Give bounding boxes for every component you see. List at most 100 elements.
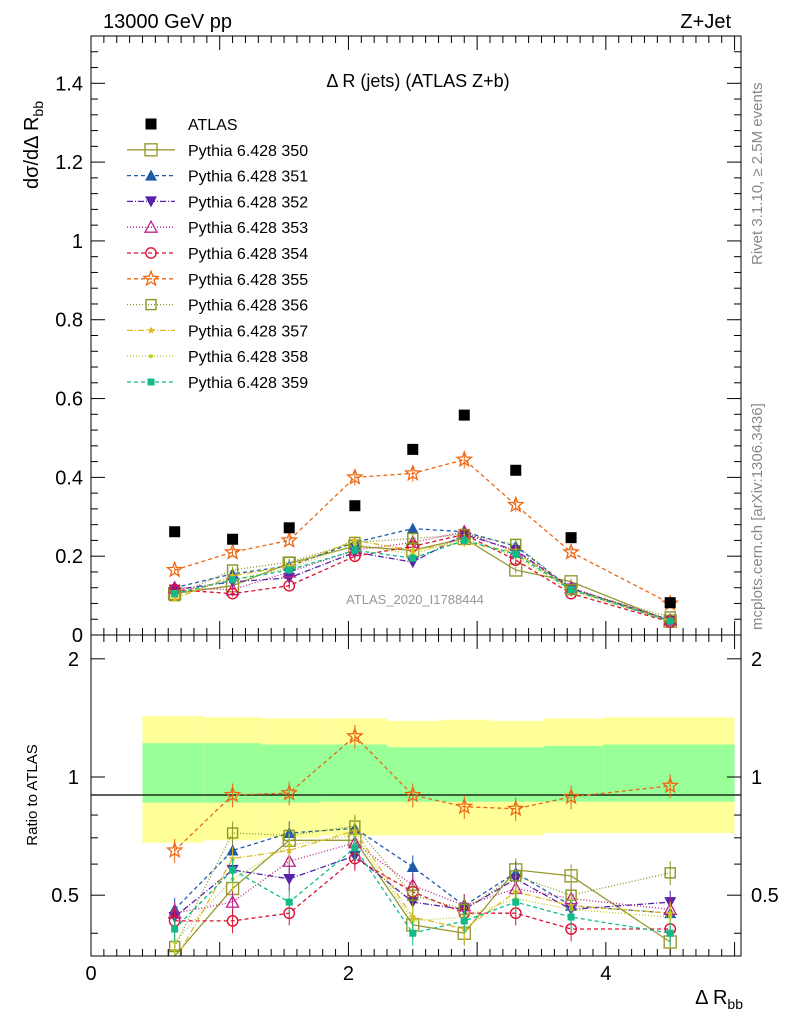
- series-line: [174, 458, 671, 605]
- data-point: [506, 495, 525, 513]
- ratio-point: [352, 833, 357, 838]
- data-point: [283, 522, 295, 534]
- data-point: [226, 587, 239, 600]
- ratio-point: [406, 860, 419, 872]
- ratio-axis-ticks: 0.5 0.5 1 1 2 2 0 2 4: [51, 635, 779, 985]
- main-title: Δ R (jets) (ATLAS Z+b): [326, 71, 509, 91]
- data-point: [458, 409, 470, 421]
- svg-text:dσ/dΔ Rbb: dσ/dΔ Rbb: [21, 101, 46, 189]
- data-point: [285, 566, 293, 574]
- ratio-series-pythia-6-428-357: [174, 819, 674, 956]
- data-point: [171, 590, 179, 598]
- legend-marker: [147, 378, 155, 386]
- ratio-point: [410, 918, 415, 923]
- ratio-point: [229, 866, 237, 874]
- ratio-data-series: [165, 724, 680, 956]
- analysis-label: ATLAS_2020_I1788444: [346, 592, 484, 607]
- main-y-tick-label: 0.4: [55, 467, 83, 489]
- ratio-series-pythia-6-428-350: [167, 828, 677, 956]
- ratio-series-pythia-6-428-355: [165, 724, 680, 863]
- ratio-point: [512, 898, 520, 906]
- data-point: [565, 532, 577, 544]
- ratio-point: [225, 894, 240, 908]
- legend-label: Pythia 6.428 357: [188, 323, 308, 340]
- ratio-point: [564, 869, 578, 883]
- legend-entry: Pythia 6.428 358: [127, 349, 308, 366]
- main-panel: Δ R (jets) (ATLAS Z+b) ATLAS_2020_I17884…: [21, 35, 742, 647]
- header-right-label: Z+Jet: [680, 11, 731, 33]
- legend-entry: Pythia 6.428 357: [127, 323, 308, 340]
- ratio-line: [174, 839, 671, 956]
- series-pythia-6-428-353: [167, 524, 678, 626]
- ratio-point: [345, 726, 364, 744]
- rivet-version-label: Rivet 3.1.10, ≥ 2.5M events: [749, 83, 766, 266]
- data-point: [562, 542, 580, 560]
- x-tick-label: 0: [85, 963, 96, 985]
- data-point: [403, 464, 422, 481]
- legend-marker: [149, 354, 153, 359]
- data-point: [352, 542, 357, 547]
- ratio-line: [174, 857, 671, 930]
- data-point: [409, 546, 417, 554]
- ratio-y-tick-label-right: 0.5: [751, 885, 779, 907]
- legend-marker: [145, 169, 157, 181]
- x-tick-label: 2: [343, 963, 354, 985]
- data-point: [283, 579, 296, 592]
- series-pythia-6-428-356: [168, 528, 676, 623]
- legend-entry: Pythia 6.428 354: [127, 246, 308, 263]
- main-y-tick-label: 1.2: [55, 152, 83, 174]
- data-point: [565, 583, 577, 596]
- data-point: [351, 546, 359, 554]
- series-pythia-6-428-350: [167, 531, 677, 628]
- green-band: [142, 743, 205, 803]
- ratio-y-tick-label-right: 2: [751, 649, 762, 671]
- main-y-tick-label: 0.8: [55, 310, 83, 332]
- legend-marker: [145, 247, 157, 259]
- data-point: [165, 560, 184, 578]
- series-line: [174, 531, 671, 621]
- data-point: [509, 563, 523, 577]
- legend: ATLAS Pythia 6.428 350 Pythia 6.428 351 Pyt…: [127, 117, 308, 392]
- legend-label: Pythia 6.428 356: [188, 298, 308, 315]
- legend-label: Pythia 6.428 354: [188, 246, 308, 263]
- data-point: [567, 586, 575, 594]
- main-y-tick-label: 0.6: [55, 389, 83, 411]
- legend-entry: Pythia 6.428 352: [127, 194, 308, 211]
- ratio-y-tick-label: 1: [68, 767, 79, 789]
- ratio-point: [409, 929, 417, 937]
- data-point: [227, 533, 239, 545]
- data-point: [407, 443, 419, 455]
- data-point: [169, 526, 181, 538]
- legend-entry: ATLAS: [145, 117, 238, 134]
- ratio-uncertainty-bands: [142, 716, 735, 843]
- ratio-point: [165, 841, 184, 858]
- series-pythia-6-428-359: [171, 535, 674, 625]
- legend-entry: Pythia 6.428 356: [127, 298, 308, 315]
- ratio-series-pythia-6-428-359: [171, 836, 674, 946]
- ratio-point: [228, 854, 237, 862]
- ratio-line: [174, 735, 671, 851]
- series-pythia-6-428-358: [172, 533, 673, 625]
- ratio-point: [351, 844, 359, 852]
- data-point: [666, 617, 674, 625]
- ratio-point: [460, 917, 468, 925]
- main-axis-ticks: 0 0.2 0.4 0.6 0.8 1 1.2 1.4: [55, 35, 741, 647]
- series-pythia-6-428-354: [168, 528, 677, 628]
- ratio-point: [455, 797, 474, 815]
- main-y-tick-label: 1: [72, 231, 83, 253]
- main-y-axis-label: dσ/dΔ Rbb: [21, 101, 46, 189]
- green-band: [490, 747, 545, 802]
- ratio-point: [282, 853, 297, 867]
- legend-entry: Pythia 6.428 353: [127, 219, 308, 237]
- legend-marker: [142, 269, 160, 287]
- legend-entry: Pythia 6.428 359: [127, 375, 308, 392]
- legend-label: Pythia 6.428 358: [188, 349, 308, 366]
- ratio-y-tick-label: 2: [68, 649, 79, 671]
- legend-label: Pythia 6.428 351: [188, 169, 308, 186]
- header-left-label: 13000 GeV pp: [103, 11, 232, 33]
- ratio-point: [668, 914, 673, 919]
- data-point: [460, 536, 468, 544]
- legend-label: Pythia 6.428 352: [188, 194, 308, 211]
- ratio-frame: [90, 634, 742, 957]
